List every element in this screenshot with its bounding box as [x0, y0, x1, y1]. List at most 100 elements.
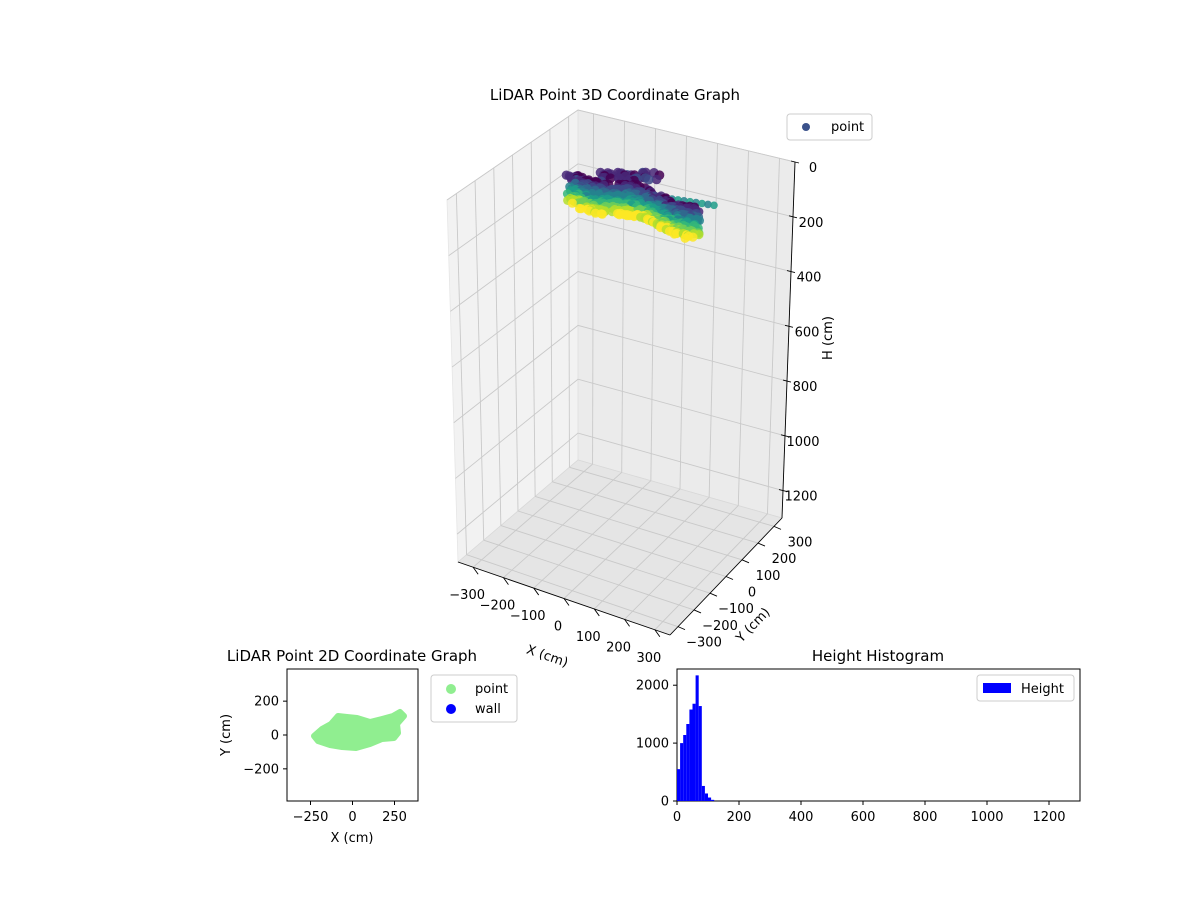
- hist-bar: [695, 675, 699, 801]
- z-tick-mark: [786, 270, 796, 273]
- y-tick-label-hist: 1000: [636, 737, 669, 752]
- y-tick-mark: [725, 576, 734, 580]
- z-tick-label: 200: [799, 216, 824, 231]
- grid-line-y-floor: [483, 539, 695, 611]
- legend-box-hist: [976, 674, 1075, 702]
- legend-marker-wall-2d: [446, 704, 456, 714]
- lidar-3d-plot: −300−200−1000100200300−300−200−100010020…: [446, 86, 873, 671]
- grid-line-x-pane: [512, 154, 519, 512]
- z-tick-mark: [778, 489, 788, 493]
- x-tick-mark: [503, 577, 509, 585]
- x-tick-mark: [654, 629, 661, 638]
- legend-marker-point: [802, 123, 810, 131]
- height-histogram: 0 200 400 600 800 1000 1200 0 1000 2000 Height Hi…: [636, 647, 1081, 825]
- y-tick-label: −300: [686, 636, 722, 651]
- grid-line-x-pane: [455, 193, 468, 555]
- cloud-point: [704, 200, 712, 209]
- cloud-point: [680, 233, 690, 243]
- y-tick-label-2d: 200: [254, 695, 279, 710]
- grid-line-z: [451, 271, 790, 368]
- y-tick-label: 300: [788, 535, 813, 550]
- grid-3d: [446, 109, 796, 631]
- x-tick-label: 200: [606, 640, 631, 655]
- hist-bar: [677, 769, 681, 801]
- x-tick-label: 100: [576, 630, 601, 645]
- y-tick-label: 200: [772, 552, 797, 567]
- grid-line-z: [453, 324, 788, 424]
- y-tick-mark: [693, 609, 702, 614]
- z-tick-label: 0: [809, 161, 817, 176]
- hist-bar: [698, 706, 702, 801]
- z-tick-mark: [784, 324, 794, 328]
- z-tick-label: 1000: [786, 435, 819, 450]
- y-tick-label-2d: −200: [243, 762, 279, 777]
- grid-line-x-pane: [530, 142, 536, 497]
- x-tick-label-2d: 250: [382, 810, 407, 825]
- plot2d-xlabel: X (cm): [331, 831, 374, 846]
- hist-bar: [683, 735, 687, 801]
- grid-line-x-pane: [493, 167, 502, 526]
- legend-label-point-2d: point: [475, 682, 508, 697]
- x-tick-label-hist: 600: [851, 810, 876, 825]
- hist-legend: Height: [976, 674, 1075, 702]
- y-tick-label: 100: [756, 569, 781, 584]
- hist-bar: [686, 724, 690, 801]
- y-tick-label: 0: [748, 586, 756, 601]
- hist-bar: [680, 743, 684, 801]
- plot3d-title: LiDAR Point 3D Coordinate Graph: [490, 86, 740, 104]
- grid-line-z: [448, 163, 794, 257]
- plot2d-legend: point wall: [430, 674, 518, 723]
- grid-line-y-pane: [679, 135, 687, 490]
- plot3d-xlabel: X (cm): [524, 643, 570, 671]
- cloud-point: [614, 210, 625, 220]
- z-tick-label: 1200: [784, 490, 817, 505]
- grid-line-z: [450, 217, 792, 312]
- x-tick-label: 300: [636, 651, 661, 666]
- legend-marker-point-2d: [446, 684, 456, 694]
- y-tick-mark: [677, 626, 686, 631]
- plot3d-legend: point: [786, 113, 873, 141]
- x-tick-mark: [593, 608, 600, 617]
- plot3d-zlabel: H (cm): [821, 316, 836, 360]
- z-tick-mark: [780, 434, 790, 438]
- x-tick-mark: [533, 587, 540, 596]
- y-tick-mark: [757, 542, 766, 547]
- hist-bars: [677, 675, 715, 801]
- hist-bar: [708, 797, 712, 801]
- x-tick-label-hist: 400: [789, 810, 814, 825]
- plot2d-title: LiDAR Point 2D Coordinate Graph: [227, 647, 477, 665]
- cloud-point: [698, 199, 706, 208]
- y-tick-label-2d: 0: [271, 729, 279, 744]
- x-tick-mark: [472, 566, 479, 575]
- grid-line-y-floor: [552, 481, 759, 544]
- y-tick-mark: [773, 525, 782, 530]
- legend-patch-height: [983, 683, 1011, 693]
- point-cloud-3d: [561, 167, 718, 243]
- plot2d-ylabel: Y (cm): [219, 714, 234, 757]
- lidar-2d-plot: −250 0 250 200 0 −200 LiDAR Point 2D Coordina…: [219, 647, 518, 846]
- z-tick-mark: [790, 160, 800, 164]
- grid-line-y-floor: [517, 510, 727, 577]
- ticks-hist: 0 200 400 600 800 1000 1200 0 1000 2000: [636, 679, 1066, 825]
- x-tick-label-hist: 1000: [970, 810, 1003, 825]
- y-tick-mark: [709, 592, 718, 597]
- y-tick-label: −200: [702, 619, 738, 634]
- z-tick-mark: [782, 379, 792, 383]
- x-tick-mark: [624, 619, 630, 627]
- y-tick-label-hist: 0: [661, 795, 669, 810]
- grid-line-y-pane: [592, 113, 594, 465]
- cloud-point: [688, 232, 698, 242]
- grid-line-z: [456, 432, 784, 535]
- legend-label-wall-2d: wall: [475, 702, 501, 717]
- x-tick-label: −300: [449, 588, 485, 603]
- point-cloud-2d: [311, 709, 407, 751]
- grid-line-y-pane: [766, 158, 780, 514]
- cloud-point: [644, 174, 654, 185]
- x-tick-mark: [563, 598, 570, 606]
- y-tick-mark: [741, 559, 750, 564]
- grid-line-z: [446, 109, 796, 201]
- ticks-2d: −250 0 250 200 0 −200: [243, 695, 407, 825]
- cloud-point: [651, 174, 662, 185]
- z-tick-label: 800: [793, 380, 818, 395]
- x-tick-label: −200: [480, 599, 516, 614]
